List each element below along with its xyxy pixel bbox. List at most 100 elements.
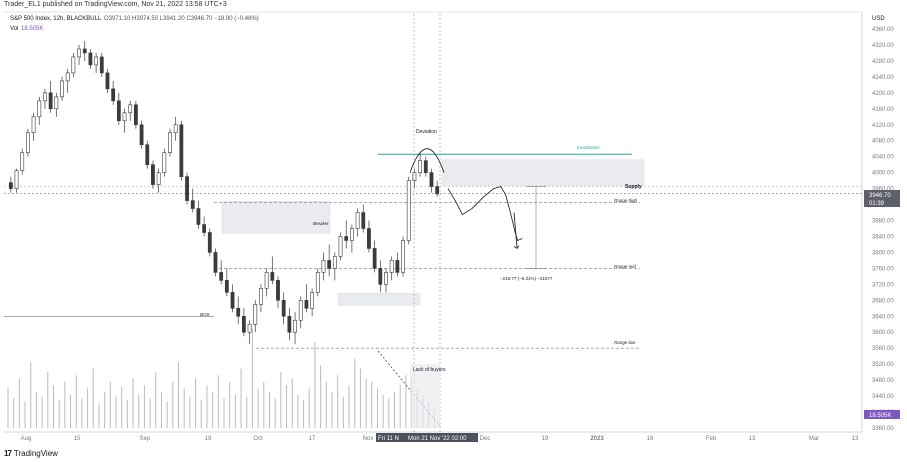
candle-body bbox=[20, 152, 25, 171]
brand-name: TradingView bbox=[13, 449, 58, 458]
candle-body bbox=[162, 152, 167, 173]
candle-body bbox=[281, 300, 286, 317]
candle-body bbox=[310, 292, 315, 309]
candle-body bbox=[196, 208, 201, 225]
candle-body bbox=[179, 124, 184, 177]
time-tick-label: Nov bbox=[363, 436, 374, 442]
time-tick-label: Dec bbox=[480, 436, 491, 442]
volume-label: Vol bbox=[10, 26, 18, 32]
last-price-tag bbox=[864, 190, 900, 199]
candle-body bbox=[247, 323, 252, 333]
candle-body bbox=[287, 315, 292, 333]
candle-body bbox=[304, 300, 309, 309]
candle-body bbox=[202, 224, 207, 233]
candle-body bbox=[31, 116, 36, 134]
time-tick-label: 19 bbox=[205, 436, 212, 442]
candle-body bbox=[94, 56, 99, 66]
countdown-value: 01:39 bbox=[869, 201, 885, 207]
drawing-layer bbox=[377, 14, 546, 432]
candle-body bbox=[355, 212, 360, 229]
price-tick-label: 3600.00 bbox=[872, 330, 894, 336]
annotation-range-high: Range high bbox=[614, 198, 638, 203]
candle-body bbox=[321, 260, 326, 273]
price-tick-label: 3640.00 bbox=[872, 314, 894, 320]
volume-tag bbox=[864, 410, 900, 419]
footer-branding: 17 TradingView bbox=[4, 449, 58, 458]
symbol-name: S&P 500 Index, 12h, BLACKBULL bbox=[10, 16, 102, 22]
candle-body bbox=[185, 176, 189, 201]
price-tick-label: 3840.00 bbox=[872, 234, 894, 240]
candle-body bbox=[43, 92, 47, 102]
time-tick-label: Sep bbox=[140, 436, 151, 442]
time-tick-label: 17 bbox=[309, 436, 316, 442]
volume-layer bbox=[7, 329, 435, 428]
candle-body bbox=[361, 212, 366, 229]
price-tick-label: 4040.00 bbox=[872, 155, 894, 161]
candle-body bbox=[253, 304, 258, 325]
candle-body bbox=[77, 48, 81, 58]
ohlc-values: O3971.10 H3974.50 L3941.20 C3946.70 −18.… bbox=[104, 16, 259, 22]
candle-body bbox=[14, 170, 19, 189]
candle-body bbox=[128, 104, 133, 114]
candle-body bbox=[349, 228, 354, 241]
candle-body bbox=[122, 112, 127, 122]
candle-body bbox=[116, 100, 121, 122]
candle-body bbox=[293, 319, 297, 333]
price-tick-label: 4280.00 bbox=[872, 59, 894, 65]
volume-value: 18.505K bbox=[21, 26, 43, 32]
annotation-range-low: Range low bbox=[614, 340, 636, 345]
annotation-invalidation: Invalidation bbox=[577, 145, 600, 150]
price-tick-label: 3880.00 bbox=[872, 219, 894, 225]
candle-body bbox=[401, 240, 405, 273]
candle-body bbox=[230, 292, 235, 309]
candle-body bbox=[298, 300, 303, 321]
price-tick-label: 3360.00 bbox=[872, 426, 894, 432]
price-tick-label: 4080.00 bbox=[872, 139, 894, 145]
candle-body bbox=[338, 236, 343, 257]
candle-body bbox=[406, 180, 411, 241]
candle-body bbox=[99, 56, 104, 74]
candle-body bbox=[264, 272, 269, 289]
candle-body bbox=[270, 272, 275, 281]
last-price-value: 3946.70 bbox=[869, 193, 891, 199]
candle-body bbox=[224, 280, 229, 293]
price-tick-label: 4360.00 bbox=[872, 27, 894, 33]
candle-body bbox=[378, 268, 383, 285]
price-tick-label: 4240.00 bbox=[872, 75, 894, 81]
lack-of-buyers-zone bbox=[410, 364, 440, 428]
candle-body bbox=[219, 272, 224, 281]
price-tick-label: 3960.00 bbox=[872, 187, 894, 193]
currency-label: USD bbox=[872, 16, 885, 22]
projection-arrow bbox=[513, 212, 518, 248]
candle-body bbox=[429, 172, 434, 187]
candle-body bbox=[88, 52, 93, 66]
crosshair-date-2: Mon 21 Nov '22 02:00 bbox=[408, 436, 467, 442]
candle-body bbox=[111, 88, 116, 102]
time-tick-label: 16 bbox=[647, 436, 654, 442]
annotation-breaker: Breaker bbox=[313, 221, 329, 226]
candle-body bbox=[145, 144, 150, 165]
candle-body bbox=[367, 228, 371, 249]
price-tick-label: 3800.00 bbox=[872, 250, 894, 256]
candle-body bbox=[372, 248, 377, 269]
publish-header: Trader_EL1 published on TradingView.com,… bbox=[4, 1, 227, 8]
zone-box bbox=[441, 159, 645, 186]
annotation-measure: −219.77 (−5.31%) −21077 bbox=[500, 276, 553, 281]
price-tick-label: 4160.00 bbox=[872, 107, 894, 113]
candle-body bbox=[71, 56, 76, 74]
price-tick-label: 4200.00 bbox=[872, 91, 894, 97]
candle-body bbox=[389, 260, 394, 273]
candle-body bbox=[190, 200, 195, 209]
candle-body bbox=[133, 104, 138, 126]
tradingview-logo-icon: 17 bbox=[4, 449, 12, 458]
time-axis-ticks: Aug 15 Sep 19 Oct 17 Nov Dec 19 2023 16 Feb 13 Mar 13 bbox=[21, 436, 859, 442]
price-tick-label: 4120.00 bbox=[872, 123, 894, 129]
candle-body bbox=[276, 280, 280, 301]
zone-box bbox=[221, 201, 331, 234]
candle-body bbox=[384, 272, 388, 285]
candle-body bbox=[395, 260, 400, 273]
crosshair-date-tag-1 bbox=[376, 433, 406, 442]
price-tick-label: 3480.00 bbox=[872, 378, 894, 384]
zone-box bbox=[337, 292, 421, 306]
